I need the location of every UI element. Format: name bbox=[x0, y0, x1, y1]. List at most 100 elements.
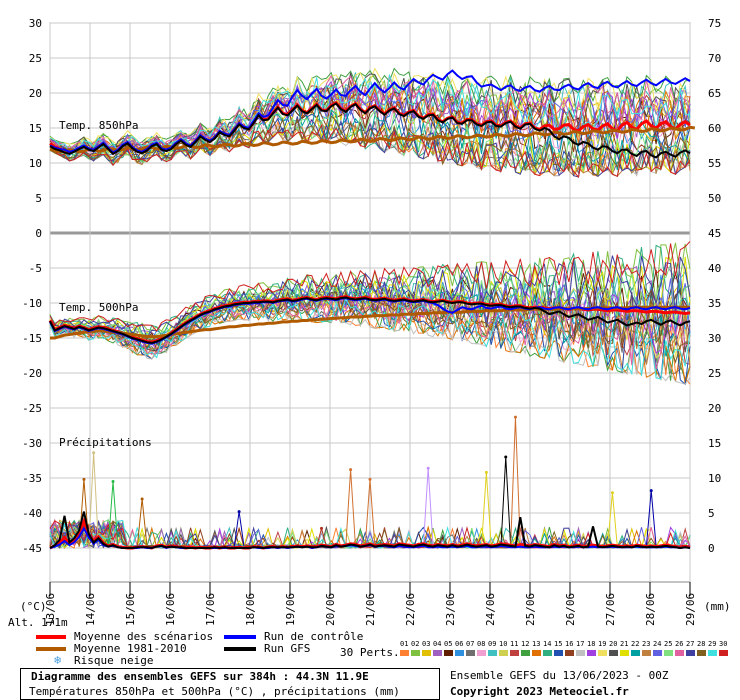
pert-number: 01 bbox=[400, 640, 409, 648]
precip-peak-marker bbox=[513, 415, 517, 419]
pert-number: 12 bbox=[521, 640, 530, 648]
pert-swatch bbox=[708, 650, 717, 656]
run-info: Ensemble GEFS du 13/06/2023 - 00Z bbox=[450, 669, 669, 682]
member-line-850 bbox=[49, 72, 691, 151]
legend-control: Run de contrôle bbox=[264, 630, 364, 643]
pert-swatch bbox=[510, 650, 519, 656]
pert-number: 28 bbox=[697, 640, 706, 648]
x-tick-label: 13/06 bbox=[44, 593, 57, 626]
precip-peak-marker bbox=[610, 491, 614, 495]
x-tick-label: 17/06 bbox=[204, 593, 217, 626]
x-tick-label: 29/06 bbox=[684, 593, 697, 626]
pert-number: 16 bbox=[565, 640, 574, 648]
y-tick-right-bottom: 30 bbox=[708, 332, 721, 345]
pert-swatch bbox=[554, 650, 563, 656]
member-line-500 bbox=[49, 294, 691, 370]
y-tick-right-bottom: 25 bbox=[708, 367, 721, 380]
member-line-850 bbox=[49, 74, 691, 156]
pert-swatch bbox=[422, 650, 431, 656]
copyright: Copyright 2023 Meteociel.fr bbox=[450, 685, 629, 698]
pert-number: 21 bbox=[620, 640, 629, 648]
y-tick-right-bottom: 5 bbox=[708, 507, 715, 520]
y-tick-right-bottom: 15 bbox=[708, 437, 721, 450]
pert-swatch bbox=[598, 650, 607, 656]
pert-swatch bbox=[719, 650, 728, 656]
pert-swatch bbox=[521, 650, 530, 656]
pert-number: 06 bbox=[455, 640, 464, 648]
legend-swatch-control bbox=[224, 635, 256, 639]
pert-number: 27 bbox=[686, 640, 695, 648]
y-tick-left-850: 15 bbox=[29, 122, 42, 135]
y-tick-right-bottom: 35 bbox=[708, 297, 721, 310]
footer-title: Diagramme des ensembles GEFS sur 384h : … bbox=[31, 670, 369, 683]
y-tick-right-top: 50 bbox=[708, 192, 721, 205]
pert-swatch bbox=[609, 650, 618, 656]
member-line-500 bbox=[49, 293, 691, 371]
precip-peak-marker bbox=[484, 470, 488, 474]
pert-swatch bbox=[653, 650, 662, 656]
y-tick-right-top: 60 bbox=[708, 122, 721, 135]
y-tick-right-top: 55 bbox=[708, 157, 721, 170]
y-tick-right-top: 45 bbox=[708, 227, 721, 240]
legend-mean: Moyenne des scénarios bbox=[74, 630, 214, 643]
pert-number: 15 bbox=[554, 640, 563, 648]
pert-swatch bbox=[664, 650, 673, 656]
pert-swatch bbox=[565, 650, 574, 656]
footer-subtitle: Températures 850hPa et 500hPa (°C) , pré… bbox=[29, 685, 400, 698]
pert-swatch bbox=[642, 650, 651, 656]
pert-number: 11 bbox=[510, 640, 519, 648]
left-unit-label: (°C) bbox=[20, 600, 47, 613]
pert-number: 26 bbox=[675, 640, 684, 648]
axis-ticks: 13/06 14/06 15/06 16/06 17/06 18/06 19/06 20/06… bbox=[22, 17, 721, 626]
pert-number: 13 bbox=[532, 640, 541, 648]
y-tick-left-500: -40 bbox=[22, 507, 42, 520]
legend-snow: Risque neige bbox=[74, 654, 154, 667]
precip-peak-marker bbox=[368, 477, 372, 481]
x-tick-label: 23/06 bbox=[444, 593, 457, 626]
precip-peak-marker bbox=[649, 489, 653, 493]
precip-peak-marker bbox=[504, 455, 508, 459]
pert-number: 02 bbox=[411, 640, 420, 648]
pert-swatch bbox=[455, 650, 464, 656]
panel-label-0: Temp. 850hPa bbox=[59, 119, 138, 132]
precip-peak-marker bbox=[111, 480, 115, 483]
y-tick-right-bottom: 40 bbox=[708, 262, 721, 275]
precip-peak-marker bbox=[320, 526, 324, 530]
pert-number: 08 bbox=[477, 640, 486, 648]
y-tick-left-500: -5 bbox=[29, 262, 42, 275]
x-tick-label: 14/06 bbox=[84, 593, 97, 626]
pert-number: 19 bbox=[598, 640, 607, 648]
main-series bbox=[48, 69, 696, 550]
panel-label-1: Temp. 500hPa bbox=[59, 301, 138, 314]
pert-number: 30 bbox=[719, 640, 728, 648]
x-tick-label: 28/06 bbox=[644, 593, 657, 626]
footer-box: Diagramme des ensembles GEFS sur 384h : … bbox=[20, 668, 440, 700]
pert-number: 05 bbox=[444, 640, 453, 648]
pert-number: 23 bbox=[642, 640, 651, 648]
pert-number: 03 bbox=[422, 640, 431, 648]
pert-number: 17 bbox=[576, 640, 585, 648]
series-control-850 bbox=[49, 69, 691, 154]
y-tick-right-top: 65 bbox=[708, 87, 721, 100]
y-tick-left-500: -10 bbox=[22, 297, 42, 310]
series-gfs-850 bbox=[49, 102, 691, 159]
y-tick-right-top: 75 bbox=[708, 17, 721, 30]
pert-number: 10 bbox=[499, 640, 508, 648]
x-tick-label: 19/06 bbox=[284, 593, 297, 626]
y-tick-left-850: 10 bbox=[29, 157, 42, 170]
x-tick-label: 21/06 bbox=[364, 593, 377, 626]
member-line-500 bbox=[49, 297, 691, 380]
y-tick-left-850: 20 bbox=[29, 87, 42, 100]
legend-gfs: Run GFS bbox=[264, 642, 311, 655]
precip-peak-marker bbox=[426, 466, 430, 470]
y-tick-left-500: -35 bbox=[22, 472, 42, 485]
member-line-850 bbox=[49, 108, 691, 172]
pert-number: 04 bbox=[433, 640, 442, 648]
x-tick-label: 16/06 bbox=[164, 593, 177, 626]
legend-clim: Moyenne 1981-2010 bbox=[74, 642, 187, 655]
y-tick-right-top: 70 bbox=[708, 52, 721, 65]
perts-label: 30 Perts. bbox=[340, 646, 400, 659]
pert-swatch bbox=[532, 650, 541, 656]
pert-swatch bbox=[543, 650, 552, 656]
